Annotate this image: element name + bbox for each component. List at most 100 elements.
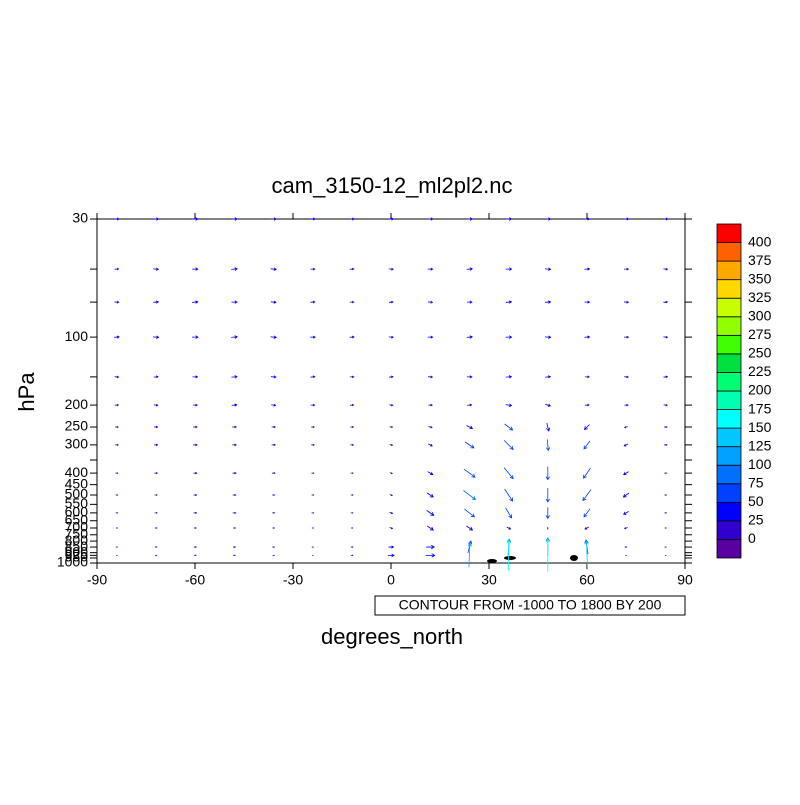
y-tick-label: 300 [65, 436, 89, 452]
colorbar-label: 150 [748, 419, 772, 435]
vector-arrow [389, 336, 393, 338]
vector-arrow [624, 444, 628, 446]
vector-arrow [233, 555, 235, 556]
vector-arrow [390, 473, 392, 474]
colorbar-label: 325 [748, 289, 772, 305]
vector-arrow [585, 376, 589, 378]
vector-arrow [233, 527, 235, 528]
vector-arrow [115, 404, 119, 406]
colorbar-label: 275 [748, 326, 772, 342]
vector-arrow [546, 467, 550, 480]
vector-arrow [310, 376, 314, 378]
vector-arrow [545, 336, 551, 339]
vector-arrow [273, 555, 275, 556]
vector-arrow [504, 468, 513, 479]
vector-arrow [272, 494, 274, 495]
vector-arrow [233, 546, 235, 547]
vector-arrow [153, 301, 158, 303]
vector-arrow [664, 495, 666, 496]
colorbar-box [717, 372, 741, 391]
annotation: CONTOUR FROM -1000 TO 1800 BY 200 [399, 597, 662, 613]
vector-arrow [427, 510, 434, 515]
colorbar-box [717, 391, 741, 410]
colorbar-label: 100 [748, 456, 772, 472]
vector-arrow [585, 527, 589, 529]
vector-arrow [310, 218, 315, 220]
vector-arrow [583, 490, 591, 501]
vector-arrow [115, 473, 117, 474]
colorbar-box [717, 354, 741, 373]
colorbar-box [717, 539, 741, 558]
vector-arrow [625, 527, 628, 528]
plot-frame [97, 219, 685, 563]
vector-arrow [350, 336, 354, 338]
vector-arrow [350, 404, 354, 406]
vector-arrow [390, 444, 393, 445]
vector-arrow [231, 376, 237, 379]
y-tick-label: 250 [65, 418, 89, 434]
vector-arrow [194, 546, 196, 547]
vector-arrow [192, 336, 198, 339]
vector-arrow [155, 494, 157, 495]
colorbar-label: 75 [748, 474, 764, 490]
x-tick-label: 30 [481, 572, 497, 588]
colorbar-box [717, 243, 741, 262]
vector-arrow [506, 376, 512, 379]
vector-arrow [193, 404, 197, 406]
vector-arrow [312, 528, 314, 529]
vector-arrow [154, 444, 158, 446]
vector-arrow [624, 376, 628, 378]
vector-arrow [545, 218, 551, 221]
vector-arrow [232, 404, 237, 406]
vector-arrow [154, 376, 158, 378]
vector-arrow [624, 301, 628, 303]
vector-arrow [272, 547, 274, 548]
chart-title: cam_3150-12_ml2pl2.nc [272, 173, 513, 198]
vector-arrow [428, 444, 432, 446]
vector-arrow [625, 426, 628, 427]
vector-arrow [664, 444, 667, 445]
colorbar-label: 225 [748, 363, 772, 379]
colorbar-label: 25 [748, 512, 764, 528]
vector-arrow [272, 472, 275, 473]
vector-arrow [155, 555, 157, 556]
vector-arrow [504, 440, 513, 449]
vector-arrow [389, 546, 394, 548]
vector-arrow [467, 404, 471, 406]
vector-arrow [116, 512, 118, 513]
vector-arrow [192, 301, 198, 304]
vector-arrow [271, 336, 277, 339]
vector-arrow [233, 512, 236, 513]
vector-arrow [663, 336, 667, 338]
vector-arrow [350, 444, 353, 445]
vector-arrow [466, 218, 472, 221]
vector-arrow [664, 512, 666, 513]
vector-arrow [465, 442, 474, 448]
vector-arrow [233, 494, 236, 495]
vector-arrow [311, 404, 315, 406]
vector-arrow [194, 512, 197, 513]
vector-arrow [545, 376, 550, 378]
vector-arrow [585, 336, 590, 338]
colorbar-box [717, 484, 741, 503]
contour-blobs [487, 555, 578, 563]
vector-arrow [624, 268, 628, 270]
vector-arrow [505, 424, 513, 430]
vector-arrow [349, 218, 354, 220]
vector-arrow [350, 268, 354, 270]
vector-arrow [389, 268, 393, 270]
colorbar-label: 250 [748, 345, 772, 361]
colorbar-label: 0 [748, 530, 756, 546]
vector-arrow [350, 426, 353, 427]
vector-arrow [154, 472, 157, 473]
vector-arrow [584, 509, 590, 517]
vector-arrow [584, 441, 590, 449]
vector-arrow [231, 268, 237, 271]
vector-arrow [428, 426, 432, 428]
x-tick-label: -30 [283, 572, 303, 588]
y-axis-label: hPa [14, 372, 39, 412]
colorbar-box [717, 447, 741, 466]
x-tick-label: 0 [387, 572, 395, 588]
colorbar-box [717, 465, 741, 484]
